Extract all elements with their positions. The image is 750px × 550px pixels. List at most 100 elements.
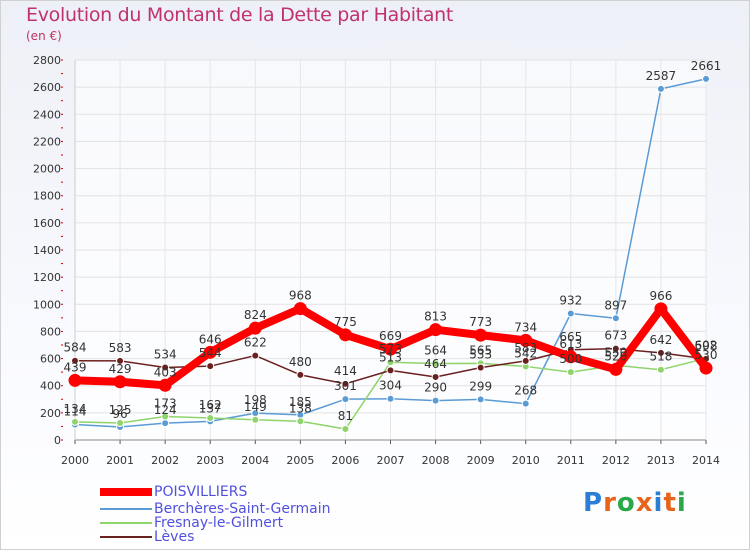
data-point xyxy=(338,328,352,342)
data-label: 2587 xyxy=(646,69,677,83)
data-point xyxy=(566,368,575,377)
data-point xyxy=(474,328,488,342)
data-point xyxy=(699,361,713,375)
data-label: 500 xyxy=(559,352,582,366)
y-tick-label: 2000 xyxy=(33,163,61,176)
y-tick-label: 800 xyxy=(40,325,61,338)
data-point xyxy=(656,365,665,374)
data-label: 403 xyxy=(154,365,177,379)
y-tick-label: 1200 xyxy=(33,271,61,284)
data-point xyxy=(519,333,533,347)
logo-letter: t xyxy=(663,488,677,518)
data-label: 299 xyxy=(469,379,492,393)
data-point xyxy=(521,356,530,365)
logo-letter: i xyxy=(676,488,687,518)
x-tick-label: 2005 xyxy=(286,454,314,467)
data-point xyxy=(386,394,395,403)
data-label: 134 xyxy=(64,402,87,416)
data-label: 534 xyxy=(154,348,177,362)
data-label: 583 xyxy=(514,341,537,355)
data-label: 584 xyxy=(64,341,87,355)
data-point xyxy=(296,417,305,426)
data-label: 114 xyxy=(64,405,87,419)
data-label: 137 xyxy=(199,401,222,415)
data-point xyxy=(116,419,125,428)
y-tick-label: 2200 xyxy=(33,135,61,148)
data-label: 149 xyxy=(244,400,267,414)
y-tick-label: 600 xyxy=(40,353,61,366)
data-point xyxy=(206,362,215,371)
legend-swatch xyxy=(100,536,152,538)
legend-label: POISVILLIERS xyxy=(154,484,248,500)
data-label: 530 xyxy=(695,348,718,362)
data-label: 550 xyxy=(604,345,627,359)
x-tick-label: 2014 xyxy=(692,454,720,467)
data-label: 542 xyxy=(514,346,537,360)
data-point xyxy=(341,395,350,404)
data-point xyxy=(161,412,170,421)
x-tick-label: 2002 xyxy=(151,454,179,467)
data-label: 966 xyxy=(649,289,672,303)
data-point xyxy=(116,356,125,365)
legend-label: Fresnay-le-Gilmert xyxy=(154,515,284,531)
data-point xyxy=(386,358,395,367)
data-label: 673 xyxy=(604,329,627,343)
x-tick-label: 2012 xyxy=(602,454,630,467)
data-label: 125 xyxy=(109,403,132,417)
data-label: 734 xyxy=(514,320,537,334)
data-label: 480 xyxy=(289,355,312,369)
data-label: 583 xyxy=(109,341,132,355)
data-label: 2661 xyxy=(691,59,722,73)
data-label: 642 xyxy=(649,333,672,347)
x-tick-label: 2008 xyxy=(422,454,450,467)
logo-letter: P xyxy=(583,488,604,518)
y-tick-label: 2800 xyxy=(33,54,61,67)
data-label: 185 xyxy=(289,395,312,409)
legend-label: Berchères-Saint-Germain xyxy=(154,501,331,517)
logo-letter: x xyxy=(635,488,654,518)
data-label: 429 xyxy=(109,362,132,376)
data-label: 665 xyxy=(559,330,582,344)
data-point xyxy=(296,370,305,379)
data-point xyxy=(476,395,485,404)
data-label: 268 xyxy=(514,384,537,398)
data-point xyxy=(429,323,443,337)
data-label: 646 xyxy=(199,332,222,346)
data-label: 301 xyxy=(334,379,357,393)
data-point xyxy=(611,314,620,323)
data-point xyxy=(611,344,620,353)
data-point xyxy=(431,359,440,368)
data-point xyxy=(431,396,440,405)
data-label: 564 xyxy=(424,343,447,357)
data-point xyxy=(702,74,710,83)
legend-item: Fresnay-le-Gilmert xyxy=(100,516,283,530)
x-tick-label: 2010 xyxy=(512,454,540,467)
data-label: 932 xyxy=(559,294,582,308)
data-point xyxy=(609,362,623,376)
data-point xyxy=(68,373,82,387)
y-tick-label: 1400 xyxy=(33,244,61,257)
data-label: 544 xyxy=(199,346,222,360)
data-label: 304 xyxy=(379,379,402,393)
data-label: 198 xyxy=(244,393,267,407)
data-label: 81 xyxy=(338,409,353,423)
data-label: 968 xyxy=(289,289,312,303)
y-tick-label: 2400 xyxy=(33,108,61,121)
data-label: 439 xyxy=(64,360,87,374)
legend-item: POISVILLIERS xyxy=(100,485,247,499)
data-label: 773 xyxy=(469,315,492,329)
legend-item: Lèves xyxy=(100,530,194,544)
data-point xyxy=(161,419,170,428)
data-label: 775 xyxy=(334,315,357,329)
data-point xyxy=(566,309,575,318)
data-label: 518 xyxy=(649,350,672,364)
data-label: 602 xyxy=(695,338,718,352)
data-point xyxy=(341,379,350,388)
data-point xyxy=(386,366,395,375)
data-point xyxy=(158,378,172,392)
y-tick-label: 2600 xyxy=(33,81,61,94)
legend-swatch xyxy=(100,508,152,510)
y-tick-label: 0 xyxy=(54,434,61,447)
x-tick-label: 2009 xyxy=(467,454,495,467)
y-tick-label: 200 xyxy=(40,407,61,420)
